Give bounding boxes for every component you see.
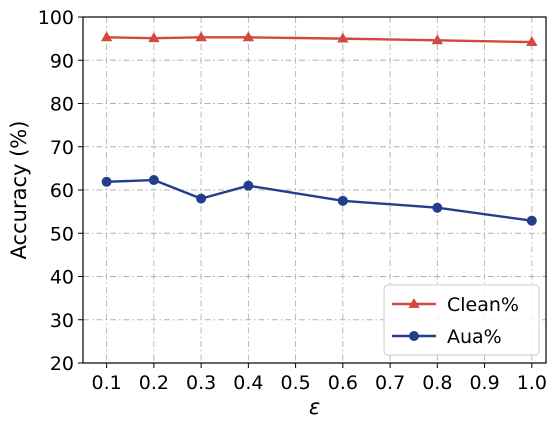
series-line xyxy=(106,178,532,222)
x-tick-label: 0.8 xyxy=(422,372,452,394)
data-point xyxy=(195,31,207,42)
legend: Clean% Aua% xyxy=(383,284,540,356)
legend-label-aua: Aua% xyxy=(447,326,502,348)
legend-marker-aua xyxy=(409,331,419,341)
legend-marker-clean xyxy=(408,298,420,308)
x-tick-label: 0.4 xyxy=(233,372,263,394)
y-tick-label: 50 xyxy=(50,223,74,245)
data-point xyxy=(337,32,349,43)
data-point xyxy=(526,36,538,46)
data-point xyxy=(242,31,255,42)
legend-label-clean: Clean% xyxy=(447,294,519,316)
x-tick-label: 0.2 xyxy=(139,372,169,394)
y-tick-label: 80 xyxy=(50,94,74,116)
series xyxy=(100,31,538,226)
data-point xyxy=(100,31,113,42)
legend-box xyxy=(383,284,540,356)
data-point xyxy=(243,180,254,191)
data-point xyxy=(148,32,160,43)
data-point xyxy=(431,34,444,45)
data-point xyxy=(337,195,348,206)
y-tick-label: 40 xyxy=(50,267,74,289)
x-tick-label: 0.7 xyxy=(375,372,405,394)
y-axis-title: Accuracy (%) xyxy=(7,121,31,260)
y-tick-label: 20 xyxy=(50,353,74,375)
series-aua xyxy=(101,175,537,226)
x-axis-title: ε xyxy=(309,395,320,419)
series-line xyxy=(106,36,532,44)
y-tick-label: 90 xyxy=(50,50,74,72)
y-tick-label: 100 xyxy=(38,7,74,29)
y-tick-label: 30 xyxy=(50,310,74,332)
y-tick-label: 60 xyxy=(50,180,74,202)
x-tick-label: 0.1 xyxy=(92,372,122,394)
data-point xyxy=(101,176,112,187)
data-point xyxy=(526,215,537,226)
series-clean xyxy=(100,31,538,46)
data-point xyxy=(196,193,207,204)
x-tick-label: 0.3 xyxy=(186,372,216,394)
data-point xyxy=(432,202,443,213)
x-tick-label: 0.9 xyxy=(469,372,499,394)
axis-ticks: 0.1 0.2 0.3 0.4 0.5 0.6 0.7 0.8 0.9 1.0 20 30 40 50 60… xyxy=(38,7,547,394)
data-point xyxy=(148,175,159,186)
x-tick-label: 1.0 xyxy=(517,372,547,394)
x-tick-label: 0.6 xyxy=(328,372,358,394)
x-tick-label: 0.5 xyxy=(280,372,310,394)
y-tick-label: 70 xyxy=(50,137,74,159)
